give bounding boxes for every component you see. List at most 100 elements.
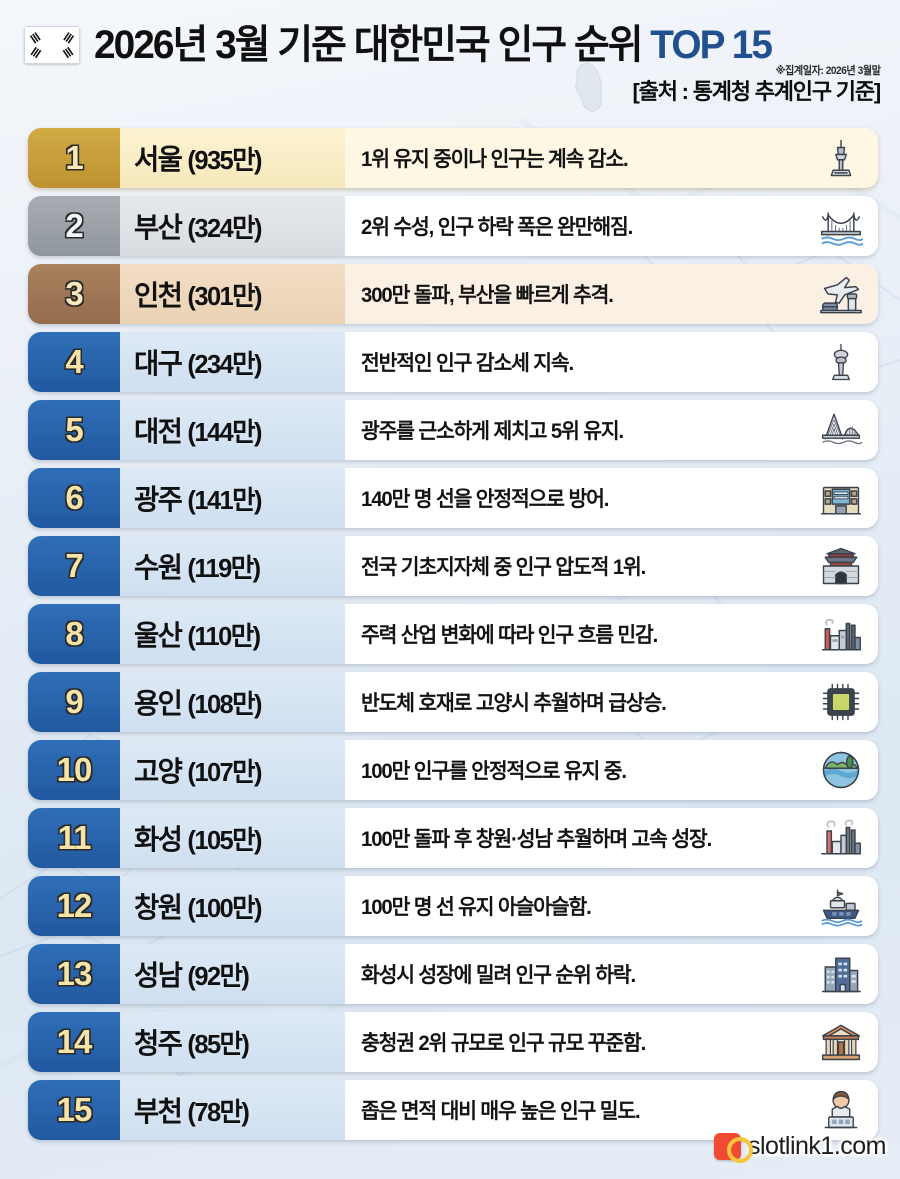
rank-badge: 10 (28, 740, 120, 800)
city-name: 울산 (134, 620, 183, 651)
city-name: 부천 (134, 1096, 183, 1127)
description-zone: 좁은 면적 대비 매우 높은 인구 밀도. (345, 1080, 804, 1140)
rank-badge: 3 (28, 264, 120, 324)
city-label: 부산 (324만) (134, 206, 263, 246)
watermark: slotlink1.com (714, 1132, 887, 1163)
ranking-row: 5 대전 (144만) 광주를 근소하게 제치고 5위 유지. (28, 400, 878, 460)
description-zone: 전반적인 인구 감소세 지속. (345, 332, 804, 392)
city-population: (324만) (187, 213, 262, 243)
city-name-zone: 울산 (110만) (120, 604, 345, 664)
city-name: 화성 (134, 824, 183, 855)
city-label: 청주 (85만) (134, 1022, 250, 1062)
fortress-gate-icon (804, 536, 878, 596)
city-name-zone: 수원 (119만) (120, 536, 345, 596)
city-name-zone: 성남 (92만) (120, 944, 345, 1004)
description-text: 전반적인 인구 감소세 지속. (361, 352, 574, 375)
description-text: 100만 돌파 후 창원·성남 추월하며 고속 성장. (361, 828, 712, 851)
description-zone: 광주를 근소하게 제치고 5위 유지. (345, 400, 804, 460)
ranking-list: 1 서울 (935만) 1위 유지 중이나 인구는 계속 감소. 2 부산 (3… (0, 128, 900, 1140)
description-zone: 2위 수성, 인구 하락 폭은 완만해짐. (345, 196, 804, 256)
city-label: 성남 (92만) (134, 954, 250, 994)
description-text: 광주를 근소하게 제치고 5위 유지. (361, 420, 624, 443)
rank-badge: 8 (28, 604, 120, 664)
rank-badge: 14 (28, 1012, 120, 1072)
city-label: 대전 (144만) (134, 410, 263, 450)
watermark-text: slotlink1.com (748, 1132, 887, 1160)
city-name-zone: 대구 (234만) (120, 332, 345, 392)
city-name: 청주 (134, 1028, 183, 1059)
description-zone: 전국 기초지자체 중 인구 압도적 1위. (345, 536, 804, 596)
description-text: 100만 명 선 유지 아슬아슬함. (361, 896, 592, 919)
description-text: 140만 명 선을 안정적으로 방어. (361, 488, 609, 511)
ranking-row: 15 부천 (78만) 좁은 면적 대비 매우 높은 인구 밀도. (28, 1080, 878, 1140)
ranking-row: 12 창원 (100만) 100만 명 선 유지 아슬아슬함. (28, 876, 878, 936)
description-zone: 140만 명 선을 안정적으로 방어. (345, 468, 804, 528)
lake-park-icon (804, 740, 878, 800)
title-row: 2026년 3월 기준 대한민국 인구 순위 TOP 15 (24, 14, 882, 76)
city-population: (141만) (187, 485, 262, 515)
suspension-bridge-icon (804, 196, 878, 256)
city-population: (935만) (187, 145, 262, 175)
rank-badge: 12 (28, 876, 120, 936)
city-name: 창원 (134, 892, 183, 923)
ranking-row: 14 청주 (85만) 충청권 2위 규모로 인구 규모 꾸준함. (28, 1012, 878, 1072)
source-label: [출처 : 통계청 추계인구 기준] (632, 79, 882, 104)
rank-badge: 11 (28, 808, 120, 868)
city-name: 인천 (134, 280, 183, 311)
ranking-row: 4 대구 (234만) 전반적인 인구 감소세 지속. (28, 332, 878, 392)
city-label: 인천 (301만) (134, 274, 263, 314)
description-text: 반도체 호재로 고양시 추월하며 급상승. (361, 692, 667, 715)
description-text: 충청권 2위 규모로 인구 규모 꾸준함. (361, 1032, 646, 1055)
description-zone: 충청권 2위 규모로 인구 규모 꾸준함. (345, 1012, 804, 1072)
observation-tower-icon (804, 332, 878, 392)
rank-badge: 9 (28, 672, 120, 732)
survey-date-note: ※집계일자: 2026년 3월말 (775, 65, 880, 77)
description-zone: 1위 유지 중이나 인구는 계속 감소. (345, 128, 804, 188)
civic-building-icon (804, 468, 878, 528)
description-zone: 100만 돌파 후 창원·성남 추월하며 고속 성장. (345, 808, 804, 868)
city-name-zone: 고양 (107만) (120, 740, 345, 800)
city-population: (301만) (187, 281, 262, 311)
city-label: 울산 (110만) (134, 614, 261, 654)
city-label: 서울 (935만) (134, 138, 263, 178)
city-name: 대전 (134, 416, 183, 447)
city-population: (234만) (187, 349, 262, 379)
page-title-accent: TOP 15 (650, 23, 773, 67)
city-population: (100만) (187, 893, 262, 923)
city-label: 부천 (78만) (134, 1090, 250, 1130)
cable-bridge-icon (804, 400, 878, 460)
page-title: 2026년 3월 기준 대한민국 인구 순위 TOP 15 (94, 23, 773, 67)
city-name: 서울 (134, 144, 183, 175)
city-population: (105만) (187, 825, 262, 855)
city-name: 용인 (134, 688, 183, 719)
city-name-zone: 서울 (935만) (120, 128, 345, 188)
city-population: (78만) (187, 1097, 250, 1127)
slotlink-logo-icon (714, 1133, 753, 1163)
ranking-row: 9 용인 (108만) 반도체 호재로 고양시 추월하며 급상승. (28, 672, 878, 732)
city-name-zone: 청주 (85만) (120, 1012, 345, 1072)
ranking-row: 8 울산 (110만) 주력 산업 변화에 따라 인구 흐름 민감. (28, 604, 878, 664)
rank-badge: 1 (28, 128, 120, 188)
city-name-zone: 부산 (324만) (120, 196, 345, 256)
city-population: (85만) (187, 1029, 250, 1059)
city-label: 용인 (108만) (134, 682, 263, 722)
city-name-zone: 인천 (301만) (120, 264, 345, 324)
rank-badge: 4 (28, 332, 120, 392)
classical-hall-icon (804, 1012, 878, 1072)
city-name-zone: 용인 (108만) (120, 672, 345, 732)
city-name: 수원 (134, 552, 183, 583)
ranking-row: 13 성남 (92만) 화성시 성장에 밀려 인구 순위 하락. (28, 944, 878, 1004)
rank-badge: 7 (28, 536, 120, 596)
city-name-zone: 부천 (78만) (120, 1080, 345, 1140)
description-zone: 화성시 성장에 밀려 인구 순위 하락. (345, 944, 804, 1004)
south-korea-map-icon (575, 62, 603, 112)
description-text: 좁은 면적 대비 매우 높은 인구 밀도. (361, 1100, 641, 1123)
header: 2026년 3월 기준 대한민국 인구 순위 TOP 15 ※집계일자: 202… (0, 0, 900, 128)
city-population: (92만) (187, 961, 250, 991)
page-title-main: 2026년 3월 기준 대한민국 인구 순위 (94, 23, 651, 67)
description-text: 전국 기초지자체 중 인구 압도적 1위. (361, 556, 646, 579)
description-zone: 300만 돌파, 부산을 빠르게 추격. (345, 264, 804, 324)
city-label: 고양 (107만) (134, 750, 263, 790)
city-label: 광주 (141만) (134, 478, 263, 518)
description-text: 2위 수성, 인구 하락 폭은 완만해짐. (361, 216, 633, 239)
